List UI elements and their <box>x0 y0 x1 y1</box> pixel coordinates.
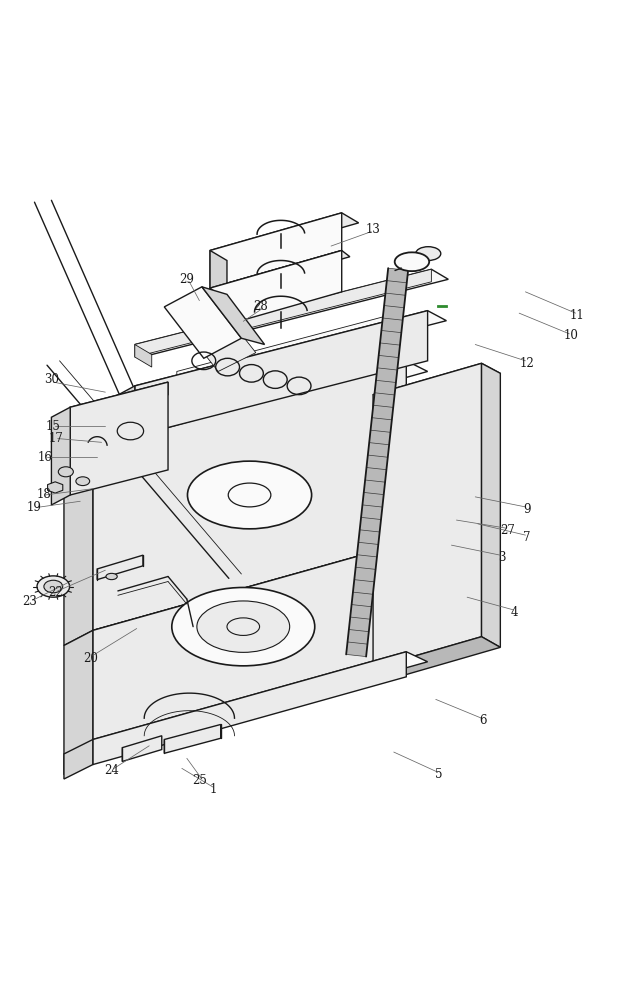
Polygon shape <box>210 288 218 336</box>
Polygon shape <box>93 543 406 760</box>
Text: 1: 1 <box>209 783 217 796</box>
Text: 30: 30 <box>44 373 59 386</box>
Polygon shape <box>177 315 390 384</box>
Polygon shape <box>93 361 428 459</box>
Ellipse shape <box>395 252 429 271</box>
Text: 23: 23 <box>23 595 38 608</box>
Text: 25: 25 <box>192 774 207 787</box>
Text: 17: 17 <box>49 432 64 445</box>
Ellipse shape <box>37 576 70 597</box>
Polygon shape <box>48 482 63 493</box>
Polygon shape <box>482 363 500 647</box>
Text: 24: 24 <box>104 764 119 777</box>
Text: 13: 13 <box>366 223 381 236</box>
Text: 10: 10 <box>563 329 578 342</box>
Ellipse shape <box>58 467 73 477</box>
Polygon shape <box>164 287 241 358</box>
Text: 12: 12 <box>519 357 534 370</box>
Text: 28: 28 <box>253 300 268 313</box>
Ellipse shape <box>197 601 290 652</box>
Polygon shape <box>373 637 500 679</box>
Polygon shape <box>210 213 342 288</box>
Polygon shape <box>164 724 221 753</box>
Ellipse shape <box>76 477 90 486</box>
Text: 6: 6 <box>479 714 487 727</box>
Polygon shape <box>64 449 93 645</box>
Polygon shape <box>210 250 227 298</box>
Polygon shape <box>135 269 448 355</box>
Text: 3: 3 <box>498 551 505 564</box>
Polygon shape <box>202 287 265 345</box>
Polygon shape <box>210 250 350 294</box>
Polygon shape <box>210 213 359 260</box>
Polygon shape <box>179 302 256 371</box>
Polygon shape <box>373 363 482 668</box>
Text: 7: 7 <box>523 531 530 544</box>
Ellipse shape <box>44 580 63 593</box>
Text: 18: 18 <box>36 488 51 501</box>
Text: 16: 16 <box>38 451 53 464</box>
Polygon shape <box>135 345 152 367</box>
Polygon shape <box>97 555 143 580</box>
Polygon shape <box>373 363 500 405</box>
Text: 4: 4 <box>510 606 518 619</box>
Text: 11: 11 <box>569 309 584 322</box>
Polygon shape <box>64 740 93 779</box>
Polygon shape <box>70 382 168 495</box>
Text: 15: 15 <box>46 420 61 433</box>
Polygon shape <box>93 652 406 765</box>
Text: 20: 20 <box>83 652 98 665</box>
Text: 27: 27 <box>500 524 515 537</box>
Text: 5: 5 <box>435 768 443 781</box>
Text: 29: 29 <box>179 273 194 286</box>
Polygon shape <box>51 407 70 505</box>
Polygon shape <box>135 269 431 357</box>
Polygon shape <box>112 386 135 449</box>
Polygon shape <box>93 361 406 630</box>
Polygon shape <box>93 652 428 750</box>
Polygon shape <box>93 543 428 641</box>
Polygon shape <box>64 630 93 775</box>
Text: 9: 9 <box>523 503 530 516</box>
Text: 22: 22 <box>48 586 63 599</box>
Polygon shape <box>135 311 446 396</box>
Polygon shape <box>70 382 168 420</box>
Polygon shape <box>122 736 162 761</box>
Ellipse shape <box>187 461 312 529</box>
Polygon shape <box>210 250 342 329</box>
Ellipse shape <box>106 573 117 580</box>
Ellipse shape <box>172 587 315 666</box>
Polygon shape <box>135 311 428 436</box>
Text: 19: 19 <box>27 501 42 514</box>
Ellipse shape <box>416 247 441 260</box>
Polygon shape <box>346 268 408 657</box>
